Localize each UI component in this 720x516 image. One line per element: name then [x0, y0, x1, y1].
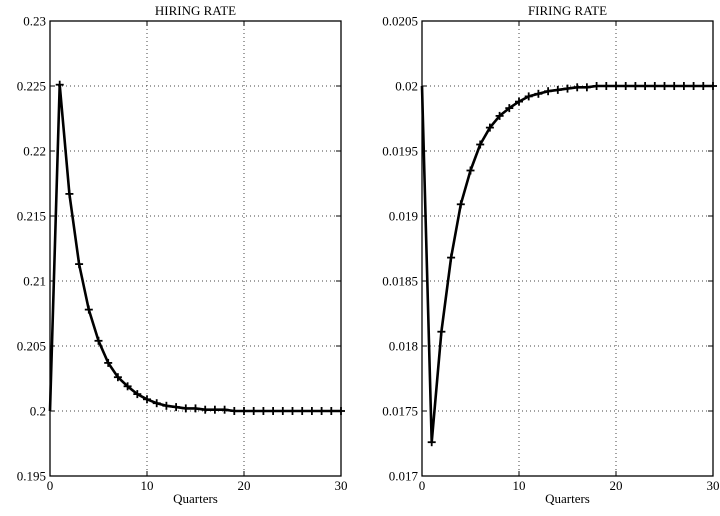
hiring-rate-data-point: [152, 399, 161, 408]
firing-rate-data-point: [437, 327, 446, 336]
firing-rate-y-tick-label: 0.019: [389, 209, 418, 224]
firing-rate-data-point: [641, 82, 650, 90]
firing-rate-x-axis-label: Quarters: [545, 491, 590, 506]
hiring-rate-y-tick-label: 0.225: [17, 79, 46, 94]
firing-rate-y-tick-label: 0.02: [395, 79, 418, 94]
hiring-rate-y-tick-label: 0.195: [17, 469, 46, 484]
hiring-rate-data-point: [55, 80, 64, 89]
hiring-rate-data-point: [75, 260, 84, 269]
firing-rate-y-tick-label: 0.0195: [382, 144, 418, 159]
firing-rate-y-tick-label: 0.0185: [382, 274, 418, 289]
firing-rate-data-point: [650, 82, 659, 90]
firing-rate-data-point: [466, 166, 475, 175]
hiring-rate-data-point: [201, 405, 210, 414]
firing-rate-data-point: [689, 82, 698, 90]
hiring-rate-data-point: [65, 189, 74, 198]
hiring-rate-data-point: [327, 407, 336, 415]
hiring-rate-y-tick-label: 0.23: [23, 14, 46, 29]
firing-rate-data-point: [660, 82, 669, 90]
hiring-rate-y-tick-label: 0.215: [17, 209, 46, 224]
firing-rate-data-point: [612, 82, 620, 90]
firing-rate-data-point: [592, 82, 601, 90]
firing-rate-panel: 0 10 20 30 0.017 0.0175 0.018 0.0185 0.019 0.0195…: [382, 3, 719, 506]
hiring-rate-data-point: [94, 336, 103, 345]
firing-rate-data-point: [505, 104, 514, 113]
firing-rate-y-tick-label: 0.0205: [382, 14, 418, 29]
hiring-rate-data-point: [172, 403, 181, 412]
hiring-rate-data-point: [113, 373, 122, 382]
hiring-rate-data-point: [210, 405, 219, 414]
hiring-rate-data-point: [181, 404, 190, 413]
firing-rate-data-point: [476, 140, 485, 149]
hiring-rate-data-point: [269, 407, 278, 415]
hiring-rate-y-tick-label: 0.205: [17, 339, 46, 354]
hiring-rate-data-point: [337, 407, 345, 415]
hiring-rate-data-point: [278, 407, 287, 415]
hiring-rate-x-tick-label: 10: [141, 478, 154, 493]
hiring-rate-data-point: [104, 358, 113, 367]
hiring-rate-data-point: [143, 395, 151, 404]
hiring-rate-data-point: [259, 407, 268, 415]
hiring-rate-title: HIRING RATE: [155, 3, 236, 18]
firing-rate-data-point: [495, 111, 504, 120]
hiring-rate-data-point: [249, 407, 258, 415]
hiring-rate-data-point: [123, 382, 132, 391]
hiring-rate-data-point: [133, 390, 142, 399]
firing-rate-x-tick-label: 0: [419, 478, 426, 493]
firing-rate-data-point: [602, 82, 611, 90]
firing-rate-data-point: [563, 84, 572, 93]
firing-rate-data-point: [485, 123, 494, 132]
firing-rate-data-point: [709, 82, 717, 90]
hiring-rate-x-tick-label: 30: [335, 478, 348, 493]
firing-rate-data-point: [621, 82, 630, 90]
firing-rate-y-tick-label: 0.017: [389, 469, 419, 484]
firing-rate-data-point: [573, 83, 582, 92]
hiring-rate-data-point: [162, 401, 171, 410]
firing-rate-data-point: [515, 97, 523, 106]
firing-rate-data-point: [582, 83, 591, 92]
hiring-rate-data-point: [191, 404, 200, 413]
firing-rate-data-point: [670, 82, 679, 90]
hiring-rate-data-point: [298, 407, 307, 415]
firing-rate-data-point: [553, 85, 562, 94]
firing-rate-data-point: [679, 82, 688, 90]
hiring-rate-panel: 0 10 20 30 0.195 0.2 0.205 0.21 0.215 0.22 0.225 0.…: [17, 3, 348, 506]
firing-rate-title: FIRING RATE: [528, 3, 607, 18]
hiring-rate-y-tick-label: 0.2: [30, 404, 46, 419]
hiring-rate-y-tick-label: 0.22: [23, 144, 46, 159]
firing-rate-data-point: [534, 89, 543, 98]
firing-rate-data-point: [447, 253, 456, 262]
hiring-rate-y-tick-label: 0.21: [23, 274, 46, 289]
firing-rate-data-point: [544, 87, 553, 96]
hiring-rate-x-tick-label: 20: [238, 478, 251, 493]
hiring-rate-x-axis-label: Quarters: [173, 491, 218, 506]
hiring-rate-x-tick-label: 0: [47, 478, 54, 493]
hiring-rate-plot-area: [49, 20, 342, 477]
firing-rate-plot-area: [421, 20, 714, 477]
hiring-rate-data-point: [317, 407, 326, 415]
firing-rate-y-tick-label: 0.018: [389, 339, 418, 354]
firing-rate-y-tick-label: 0.0175: [382, 404, 418, 419]
hiring-rate-data-point: [84, 305, 93, 314]
firing-rate-x-tick-label: 20: [610, 478, 623, 493]
firing-rate-data-point: [524, 92, 533, 101]
firing-rate-data-point: [456, 200, 465, 209]
firing-rate-x-tick-label: 10: [513, 478, 526, 493]
hiring-rate-data-point: [230, 407, 239, 415]
firing-rate-data-point: [699, 82, 708, 90]
hiring-rate-data-point: [240, 407, 248, 415]
firing-rate-x-tick-label: 30: [707, 478, 720, 493]
hiring-rate-data-point: [220, 405, 229, 414]
firing-rate-data-point: [631, 82, 640, 90]
hiring-rate-data-point: [288, 407, 297, 415]
firing-rate-data-point: [427, 438, 436, 447]
hiring-rate-data-point: [307, 407, 316, 415]
